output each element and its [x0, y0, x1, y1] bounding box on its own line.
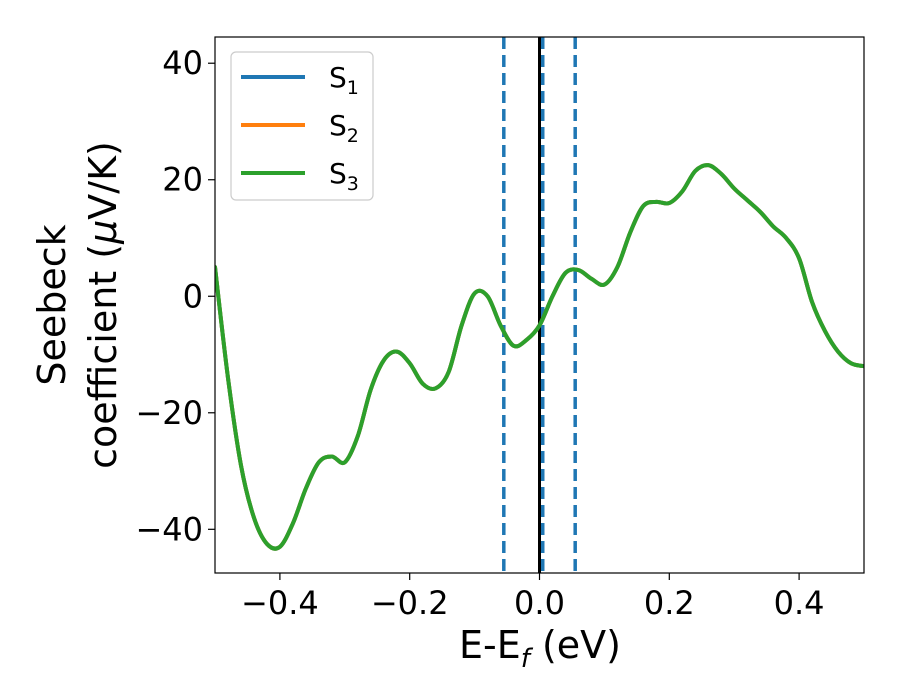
- series-line-s3: [215, 163, 864, 551]
- y-tick-label: −20: [135, 394, 203, 432]
- legend-label-s3: S3: [329, 157, 359, 195]
- x-axis: −0.4 −0.2 0.0 0.2 0.4: [241, 573, 825, 622]
- y-tick-label: −40: [135, 510, 203, 548]
- y-axis-label-line2: coefficient (μV/K): [81, 141, 125, 469]
- series-lines: [215, 163, 864, 551]
- y-tick-label: 40: [162, 44, 203, 82]
- x-tick-label: −0.4: [241, 584, 319, 622]
- x-tick-label: 0.4: [774, 584, 825, 622]
- y-tick-label: 0: [183, 277, 203, 315]
- x-tick-label: 0.2: [644, 584, 695, 622]
- x-tick-label: −0.2: [371, 584, 449, 622]
- y-axis: −40 −20 0 20 40: [135, 44, 215, 548]
- legend-label-s1: S1: [329, 61, 359, 99]
- x-tick-label: 0.0: [514, 584, 565, 622]
- y-axis-label-line1: Seebeck: [30, 224, 74, 385]
- x-axis-label: E-Ef (eV): [459, 623, 621, 674]
- legend: S1 S2 S3: [230, 51, 374, 201]
- legend-label-s2: S2: [329, 109, 359, 147]
- reference-vlines: [502, 37, 577, 573]
- y-tick-label: 20: [162, 161, 203, 199]
- y-axis-label: Seebeck coefficient (μV/K): [30, 141, 125, 469]
